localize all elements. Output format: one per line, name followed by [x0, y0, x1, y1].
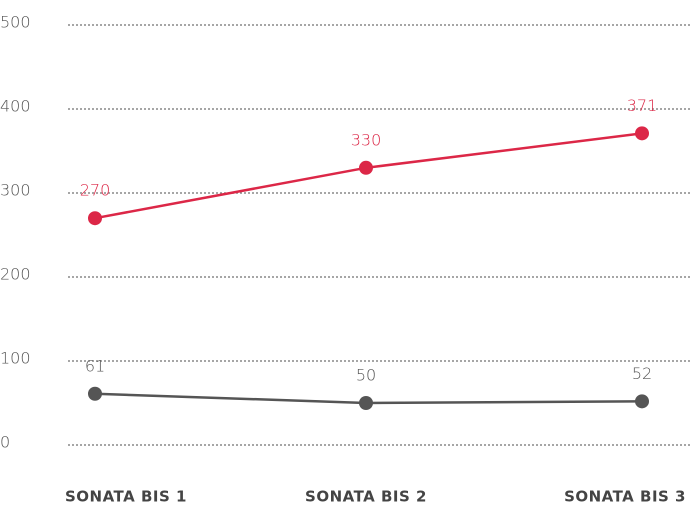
y-tick-label: 200	[0, 265, 31, 284]
y-tick-label: 400	[0, 97, 31, 116]
point	[88, 386, 102, 401]
point	[635, 394, 649, 409]
x-tick-label: SONATA BIS 3	[564, 488, 686, 506]
value-label: 330	[351, 130, 382, 149]
value-label: 52	[632, 364, 652, 383]
point	[635, 126, 649, 141]
x-tick-label: SONATA BIS 1	[65, 488, 187, 506]
y-tick-label: 500	[0, 13, 31, 32]
value-label: 50	[356, 366, 376, 385]
value-label: 61	[85, 356, 105, 375]
value-label: 270	[80, 181, 111, 200]
y-tick-label: 300	[0, 181, 31, 200]
x-tick-label: SONATA BIS 2	[305, 488, 427, 506]
point	[359, 160, 373, 175]
point	[359, 396, 373, 410]
value-label: 371	[627, 96, 658, 115]
point	[88, 211, 102, 226]
y-tick-label: 100	[0, 349, 31, 368]
y-tick-label: 0	[0, 433, 10, 452]
